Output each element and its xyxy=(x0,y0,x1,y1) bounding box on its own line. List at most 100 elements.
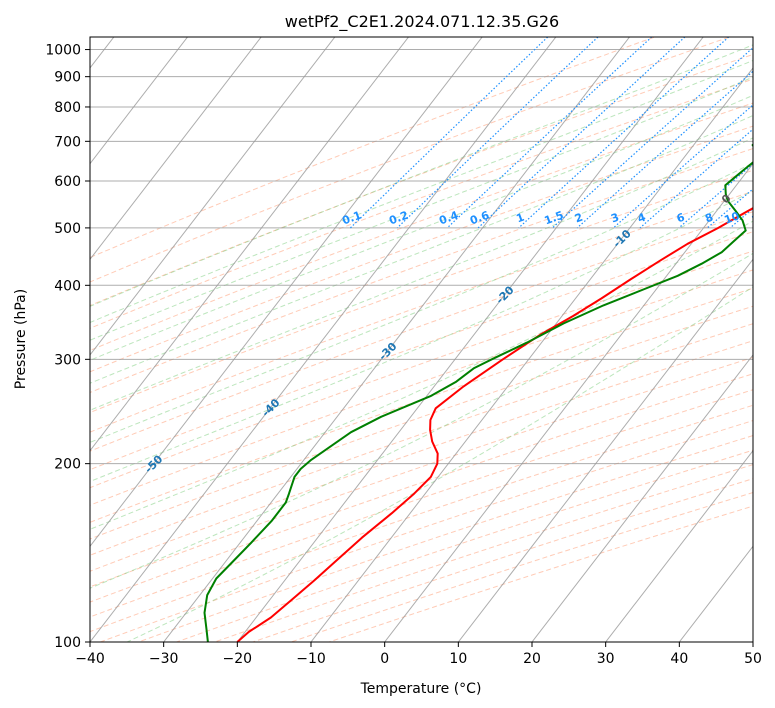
mixing-ratio-line xyxy=(639,128,753,229)
isotherm xyxy=(457,258,753,642)
y-tick-label: 1000 xyxy=(45,43,81,59)
dry-adiabat xyxy=(90,305,753,540)
x-tick-label: 0 xyxy=(380,651,389,667)
dry-adiabat xyxy=(90,373,753,603)
mixing-ratio-label: 2 xyxy=(573,211,585,226)
mixing-ratio-label: 0.4 xyxy=(437,208,460,227)
y-tick-label: 700 xyxy=(54,134,81,150)
x-axis: −40 −30 −20 −10 0 10 20 30 40 50 xyxy=(75,642,762,667)
isotherm xyxy=(90,37,557,642)
isotherm-label: -10 xyxy=(611,227,634,250)
dry-adiabat xyxy=(252,478,753,642)
y-tick-label: 500 xyxy=(54,221,81,237)
mixing-ratio-label: 4 xyxy=(636,211,648,226)
moist-adiabat xyxy=(90,114,753,384)
moist-adiabat xyxy=(90,59,753,324)
dry-adiabat xyxy=(90,323,753,556)
mixing-ratio-line xyxy=(518,37,730,229)
mixing-ratio-line xyxy=(446,37,653,229)
moist-adiabat xyxy=(90,220,753,530)
isotherm xyxy=(605,449,753,642)
dry-adiabat xyxy=(90,356,753,588)
mixing-ratio-label: 3 xyxy=(609,211,621,226)
x-tick-label: −10 xyxy=(296,651,326,667)
moist-adiabat xyxy=(90,162,753,443)
x-tick-label: 50 xyxy=(744,651,762,667)
mixing-ratio-line xyxy=(551,46,753,229)
y-tick-label: 600 xyxy=(54,174,81,190)
mixing-ratio-label: 1.5 xyxy=(543,209,566,228)
dry-adiabat xyxy=(90,389,753,618)
isotherm xyxy=(531,354,753,642)
dry-adiabat xyxy=(90,404,753,633)
mixing-ratio-line xyxy=(707,188,753,229)
dry-adiabat xyxy=(90,211,753,452)
mixing-ratio-label: 1 xyxy=(514,211,526,226)
isotherm xyxy=(678,545,753,642)
dry-adiabat xyxy=(90,190,753,433)
isotherm xyxy=(310,67,753,642)
y-axis: 100 200 300 400 500 600 700 800 900 1000 xyxy=(45,43,90,651)
x-tick-label: 40 xyxy=(670,651,688,667)
mixing-ratio-line xyxy=(576,70,753,229)
isotherm xyxy=(90,37,410,452)
mixing-ratio-line xyxy=(477,37,686,229)
mixing-ratio-line xyxy=(612,104,753,229)
dry-adiabat xyxy=(90,231,753,471)
y-tick-label: 200 xyxy=(54,457,81,473)
mixing-ratio-label: 0.6 xyxy=(468,208,491,227)
x-tick-label: −40 xyxy=(75,651,105,667)
dry-adiabat xyxy=(90,269,753,506)
x-tick-label: −20 xyxy=(223,651,253,667)
moist-adiabat xyxy=(90,76,753,341)
isotherm xyxy=(90,37,189,165)
moist-adiabat xyxy=(90,137,753,411)
isotherm xyxy=(384,162,753,642)
dry-adiabat xyxy=(90,37,657,259)
dry-adiabat xyxy=(90,125,753,373)
dry-adiabat xyxy=(90,37,731,283)
x-tick-label: 10 xyxy=(449,651,467,667)
isotherm-label: -40 xyxy=(259,396,282,419)
y-tick-label: 100 xyxy=(54,635,81,651)
y-tick-label: 900 xyxy=(54,70,81,86)
isotherm-labels: 0.10.20.40.611.52346810131620253036-100-… xyxy=(25,192,769,532)
moist-adiabat xyxy=(126,286,753,642)
mixing-ratio-label: 10 xyxy=(723,209,742,227)
plot-frame xyxy=(89,36,754,643)
mixing-ratio-label: 6 xyxy=(675,211,687,226)
series-dewpoint-line xyxy=(203,143,753,642)
isotherm xyxy=(90,37,483,548)
dry-adiabat xyxy=(90,102,753,351)
isotherm xyxy=(90,37,336,356)
dry-adiabat xyxy=(90,340,753,572)
background-lines xyxy=(90,35,775,642)
y-tick-label: 400 xyxy=(54,278,81,294)
mixing-ratio-label: 0.1 xyxy=(340,209,363,228)
isotherm xyxy=(163,37,631,642)
dry-adiabat xyxy=(90,250,753,489)
mixing-ratio-line xyxy=(396,37,599,229)
mixing-ratio-label: 8 xyxy=(703,211,715,226)
isotherm-label: -20 xyxy=(493,283,516,306)
chart-title: wetPf2_C2E1.2024.071.12.35.G26 xyxy=(285,12,559,32)
series-lines xyxy=(203,143,753,642)
isotherm xyxy=(236,37,704,642)
x-tick-label: −30 xyxy=(149,651,179,667)
isotherm xyxy=(90,37,262,261)
isotherm xyxy=(752,641,753,642)
isotherm-label: -60 xyxy=(25,509,48,532)
y-axis-label: Pressure (hPa) xyxy=(13,289,29,389)
mixing-ratio-label: 0.2 xyxy=(387,209,410,228)
mixing-ratio-label: 13 xyxy=(750,209,769,226)
x-tick-label: 30 xyxy=(597,651,615,667)
y-tick-label: 300 xyxy=(54,352,81,368)
dry-adiabat xyxy=(90,169,753,414)
y-tick-label: 800 xyxy=(54,100,81,116)
mixing-ratio-line xyxy=(757,35,775,228)
x-tick-label: 20 xyxy=(523,651,541,667)
isotherm-label: -50 xyxy=(142,452,165,475)
moist-adiabat xyxy=(90,94,753,361)
mixing-ratio-line xyxy=(349,37,549,229)
